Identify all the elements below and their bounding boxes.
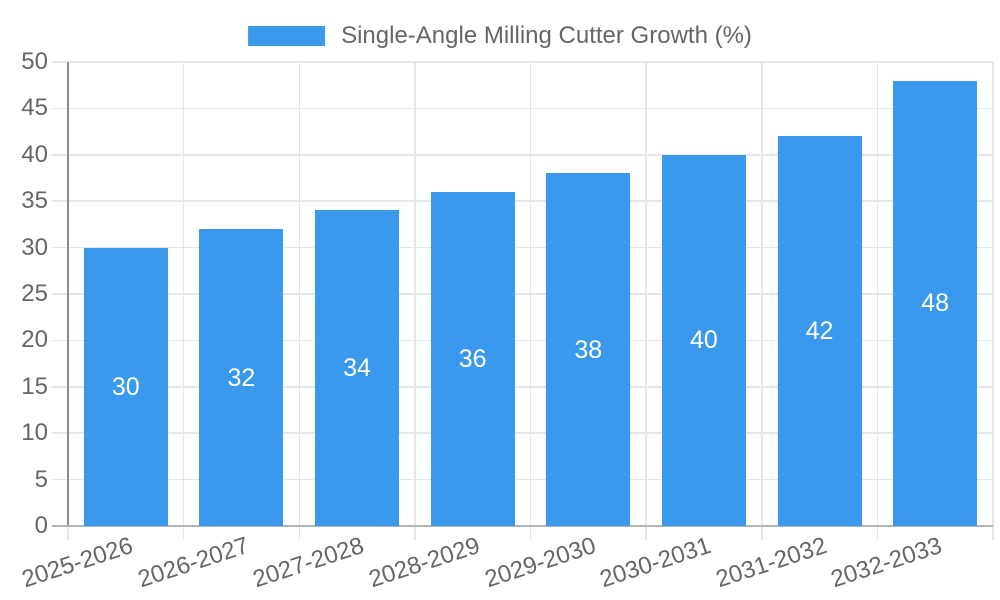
x-tick-mark bbox=[761, 526, 763, 540]
bar: 42 bbox=[777, 136, 862, 526]
x-tick-mark bbox=[876, 526, 879, 540]
y-tick-label: 0 bbox=[34, 512, 48, 539]
y-tick-label: 40 bbox=[21, 140, 48, 168]
x-tick-label: 2032-2033 bbox=[828, 532, 946, 594]
legend-swatch-icon bbox=[248, 26, 326, 46]
x-tick-label: 2026-2027 bbox=[134, 532, 252, 594]
y-tick-mark bbox=[52, 339, 68, 342]
y-tick-label: 20 bbox=[21, 326, 48, 354]
bar: 38 bbox=[546, 173, 631, 526]
bar-value-label: 48 bbox=[921, 289, 950, 318]
bar: 32 bbox=[199, 229, 284, 526]
x-gridline bbox=[529, 62, 532, 526]
y-tick-label: 45 bbox=[21, 94, 48, 122]
x-tick-mark bbox=[645, 526, 647, 540]
y-tick-mark bbox=[52, 432, 68, 434]
x-gridline bbox=[298, 62, 300, 526]
y-tick-mark bbox=[52, 61, 68, 63]
bar: 30 bbox=[83, 247, 168, 526]
y-tick-mark bbox=[52, 154, 68, 156]
y-tick-label: 15 bbox=[21, 372, 48, 400]
y-tick-label: 30 bbox=[21, 233, 48, 261]
x-tick-label: 2027-2028 bbox=[249, 532, 368, 594]
bar-value-label: 32 bbox=[227, 363, 256, 392]
bar: 40 bbox=[661, 154, 746, 526]
x-gridline bbox=[414, 62, 416, 526]
x-axis-line bbox=[52, 525, 993, 527]
x-tick-label: 2025-2026 bbox=[18, 532, 137, 594]
legend-item[interactable]: Single-Angle Milling Cutter Growth (%) bbox=[248, 22, 752, 50]
bar-value-label: 40 bbox=[690, 326, 718, 355]
bar-value-label: 34 bbox=[343, 354, 371, 383]
x-tick-mark bbox=[414, 526, 416, 540]
y-tick-label: 50 bbox=[21, 48, 48, 75]
x-gridline bbox=[761, 62, 763, 526]
x-gridline bbox=[876, 62, 879, 526]
x-tick-mark bbox=[67, 526, 69, 540]
x-tick-mark bbox=[298, 526, 300, 540]
x-gridline bbox=[645, 62, 647, 526]
y-tick-mark bbox=[52, 386, 68, 388]
bar-value-label: 38 bbox=[574, 335, 603, 364]
bar-value-label: 36 bbox=[458, 344, 487, 373]
bar: 48 bbox=[893, 80, 978, 526]
x-tick-label: 2031-2032 bbox=[712, 532, 830, 594]
x-tick-label: 2028-2029 bbox=[365, 532, 484, 594]
y-tick-label: 5 bbox=[34, 465, 48, 493]
bar: 36 bbox=[430, 191, 515, 526]
y-tick-mark bbox=[52, 246, 68, 249]
x-tick-label: 2030-2031 bbox=[596, 532, 715, 594]
legend-series-label: Single-Angle Milling Cutter Growth (%) bbox=[341, 22, 752, 49]
y-tick-mark bbox=[52, 478, 68, 481]
y-tick-mark bbox=[52, 107, 68, 110]
x-tick-mark bbox=[529, 526, 532, 540]
y-tick-mark bbox=[52, 200, 68, 202]
bar-value-label: 30 bbox=[111, 372, 140, 401]
y-tick-label: 35 bbox=[21, 187, 48, 215]
bar: 34 bbox=[315, 210, 400, 526]
x-gridline bbox=[182, 62, 185, 526]
x-tick-mark bbox=[182, 526, 185, 540]
x-gridline bbox=[992, 62, 994, 526]
x-tick-label: 2029-2030 bbox=[481, 532, 599, 594]
y-axis-line bbox=[67, 62, 69, 526]
y-tick-label: 25 bbox=[21, 280, 48, 307]
x-tick-mark bbox=[992, 526, 994, 540]
y-tick-mark bbox=[52, 293, 68, 295]
y-tick-label: 10 bbox=[21, 419, 48, 447]
bar-value-label: 42 bbox=[805, 317, 834, 346]
